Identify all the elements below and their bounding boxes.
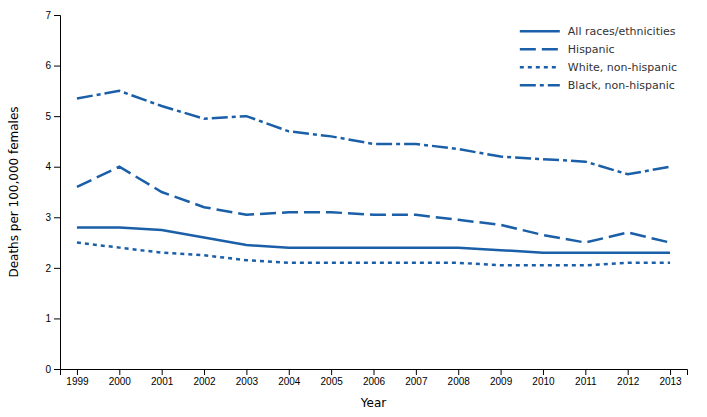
line-series: [77, 91, 670, 174]
tick-label: 2002: [193, 376, 216, 387]
tick-label: 5: [45, 111, 51, 122]
tick-label: 2000: [109, 376, 132, 387]
tick-label: 2008: [448, 376, 471, 387]
tick-mark: [374, 369, 375, 375]
tick-label: 2011: [575, 376, 597, 387]
legend-swatch: [520, 48, 560, 51]
tick: 6: [45, 60, 60, 71]
y-axis: 0 1 2 3 4 5 6 7: [45, 10, 60, 375]
tick-label: 1999: [66, 376, 89, 387]
legend-item: Black, non-hispanic: [520, 79, 675, 92]
tick-mark: [54, 268, 60, 269]
tick-mark: [54, 217, 60, 218]
tick: 5: [45, 111, 60, 122]
legend-label: White, non-hispanic: [568, 61, 677, 74]
tick-label: 4: [45, 161, 51, 172]
legend-item: All races/ethnicities: [520, 25, 676, 38]
tick-mark: [543, 369, 544, 375]
tick-mark: [54, 66, 60, 67]
legend-item: Hispanic: [520, 43, 615, 56]
chart: 1999 2000 2001 2002 2003 2004 2005 2006 2007 2008…: [0, 0, 707, 417]
tick: 2013: [659, 369, 682, 387]
tick-mark: [246, 369, 247, 375]
legend-swatch: [520, 30, 560, 33]
tick: 2006: [363, 369, 386, 387]
tick: 7: [45, 10, 60, 21]
tick-label: 6: [45, 60, 51, 71]
tick: 2012: [617, 369, 640, 387]
tick-mark: [119, 369, 120, 375]
tick-label: 2: [45, 263, 51, 274]
tick: 2002: [193, 369, 216, 387]
legend-swatch: [520, 84, 560, 87]
tick-label: 2004: [278, 376, 301, 387]
tick-label: 2009: [490, 376, 513, 387]
tick-mark: [501, 369, 502, 375]
line-series: [77, 243, 670, 266]
tick: 2003: [236, 369, 259, 387]
tick: 2011: [575, 369, 597, 387]
tick-mark: [54, 116, 60, 117]
plot: 1999 2000 2001 2002 2003 2004 2005 2006 2007 2008…: [7, 10, 688, 410]
tick-mark: [54, 167, 60, 168]
tick-mark: [585, 369, 586, 375]
tick: 2001: [151, 369, 174, 387]
tick-mark: [670, 369, 671, 375]
legend: All races/ethnicities Hispanic White, non-…: [520, 25, 677, 92]
tick: 2004: [278, 369, 301, 387]
tick-label: 0: [45, 364, 51, 375]
tick-label: 2012: [617, 376, 640, 387]
tick-label: 2006: [363, 376, 386, 387]
x-axis: 1999 2000 2001 2002 2003 2004 2005 2006 2007 2008…: [61, 369, 688, 387]
tick: 2009: [490, 369, 513, 387]
tick-label: 2001: [151, 376, 174, 387]
tick-label: 2005: [321, 376, 344, 387]
tick: 3: [45, 212, 60, 223]
tick-mark: [628, 369, 629, 375]
tick-mark: [54, 15, 60, 16]
tick-label: 2007: [405, 376, 428, 387]
axis-line: [54, 16, 61, 370]
tick-mark: [162, 369, 163, 375]
tick-mark: [416, 369, 417, 375]
tick-label: 1: [45, 313, 51, 324]
legend-swatch: [520, 66, 560, 69]
tick-label: 2010: [532, 376, 555, 387]
tick: 1: [45, 313, 60, 324]
tick: 2: [45, 263, 60, 274]
tick-label: 7: [45, 10, 51, 21]
tick-mark: [77, 369, 78, 375]
tick: 4: [45, 161, 60, 172]
tick: 2000: [109, 369, 132, 387]
y-axis-title: Deaths per 100,000 females: [7, 106, 21, 277]
tick-label: 2013: [659, 376, 682, 387]
axis-line: [61, 370, 688, 376]
tick-mark: [204, 369, 205, 375]
lines: [77, 91, 670, 265]
legend-item: White, non-hispanic: [520, 61, 677, 74]
tick-mark: [54, 318, 60, 319]
tick: 0: [45, 364, 60, 375]
legend-label: All races/ethnicities: [568, 25, 676, 38]
tick: 1999: [66, 369, 89, 387]
tick-mark: [458, 369, 459, 375]
line-series: [77, 227, 670, 252]
tick: 2007: [405, 369, 428, 387]
tick-mark: [54, 369, 60, 370]
legend-label: Black, non-hispanic: [568, 79, 675, 92]
legend-label: Hispanic: [568, 43, 615, 56]
tick: 2008: [448, 369, 471, 387]
tick: 2005: [321, 369, 344, 387]
tick-mark: [289, 369, 290, 375]
x-axis-title: Year: [360, 396, 386, 410]
tick-label: 2003: [236, 376, 259, 387]
line-series: [77, 167, 670, 243]
tick: 2010: [532, 369, 555, 387]
tick-mark: [331, 369, 332, 375]
tick-label: 3: [45, 212, 51, 223]
